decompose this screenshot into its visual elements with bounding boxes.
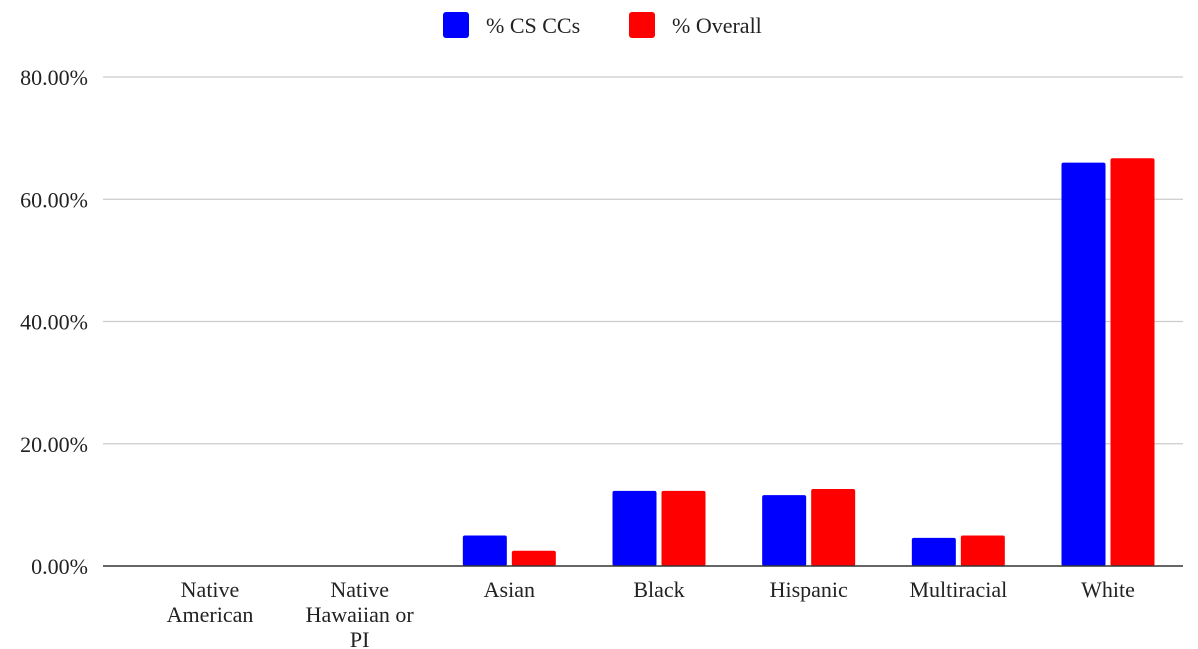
legend-label: % Overall <box>672 13 762 38</box>
x-category-label: Asian <box>484 577 535 602</box>
y-tick-label: 0.00% <box>31 554 88 579</box>
bar-overall <box>1110 158 1155 566</box>
x-category-label: White <box>1081 577 1135 602</box>
bar-overall <box>661 490 706 566</box>
y-axis-ticks: 0.00% 20.00% 40.00% 60.00% 80.00% <box>20 65 88 579</box>
legend-swatch <box>443 12 469 38</box>
y-tick-label: 80.00% <box>20 65 88 90</box>
bar-cs-ccs <box>1061 162 1106 566</box>
bar-cs-ccs <box>462 535 507 566</box>
x-category-label: Hispanic <box>770 577 848 602</box>
y-tick-label: 20.00% <box>20 432 88 457</box>
x-category-label: Multiracial <box>909 577 1007 602</box>
bar-overall <box>511 550 556 566</box>
x-category-label: Black <box>633 577 684 602</box>
y-tick-label: 60.00% <box>20 187 88 212</box>
legend-label: % CS CCs <box>486 13 580 38</box>
x-category-label: Native <box>181 577 240 602</box>
x-category-label: Hawaiian or <box>306 602 415 627</box>
x-category-label: American <box>167 602 254 627</box>
gridlines <box>103 76 1183 445</box>
bars <box>462 158 1155 566</box>
bar-cs-ccs <box>762 495 807 566</box>
x-category-label: Native <box>330 577 389 602</box>
y-tick-label: 40.00% <box>20 310 88 335</box>
x-category-label: PI <box>350 627 370 649</box>
bar-overall <box>811 488 856 566</box>
legend: % CS CCs % Overall <box>443 12 762 38</box>
bar-cs-ccs <box>911 537 956 566</box>
legend-swatch <box>629 12 655 38</box>
bar-cs-ccs <box>612 490 657 566</box>
bar-overall <box>960 535 1005 566</box>
